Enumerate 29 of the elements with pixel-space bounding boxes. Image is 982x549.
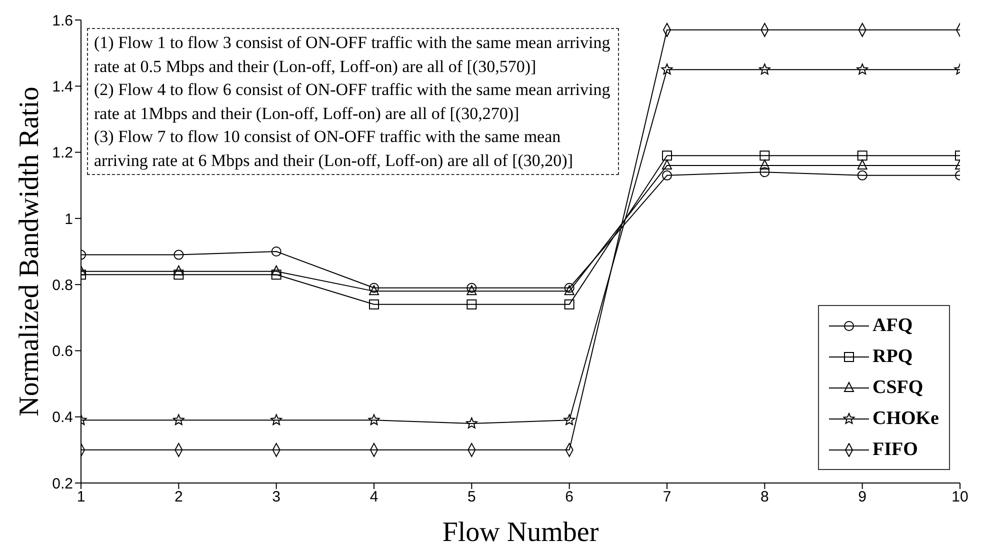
- x-axis-title: Flow Number: [442, 517, 600, 548]
- note-box: (1) Flow 1 to flow 3 consist of ON-OFF traffic with the same mean arriving rate at 0.5 Mbps and their (Lon-off, Loff-on) are all of [(30,570)] (2) Flow 4 to flow 6 consist of ON-OFF traffic with the same mean arriving rate at 1Mbps and their (Lon-off, Loff-on) are all of [(30,270)] (3) Flow 7 to flow 10 consist of ON-OFF traffic with the same mean arriving rate at 6 Mbps and their (Lon-off, Loff-on) are all of [(30,20)]: [87, 28, 619, 175]
- x-tick-label: 10: [952, 488, 968, 506]
- legend-label: AFQ: [872, 314, 913, 336]
- y-tick-label: 1.6: [52, 12, 73, 30]
- x-tick-label: 3: [272, 488, 281, 506]
- x-tick-label: 2: [174, 488, 183, 506]
- x-tick-label: 7: [662, 488, 672, 506]
- y-tick-label: 0.6: [52, 343, 73, 360]
- legend-label: CSFQ: [872, 376, 924, 398]
- annotation: (1) Flow 1 to flow 3 consist of ON-OFF traffic with the same mean arriving rate at 0.5 Mbps and their (Lon-off, Loff-on) are all of [(30,570)]: [94, 32, 612, 78]
- x-tick-label: 1: [76, 488, 86, 506]
- y-tick-label: 0.8: [52, 276, 73, 294]
- legend-label: CHOKe: [872, 408, 939, 430]
- x-tick-label: 4: [370, 488, 378, 506]
- y-tick-label: 0.2: [52, 475, 73, 492]
- x-tick-label: 5: [467, 488, 476, 506]
- x-tick-label: 8: [760, 488, 769, 506]
- y-tick-label: 1.2: [52, 144, 73, 162]
- y-tick-label: 1: [64, 210, 73, 228]
- annotation: (3) Flow 7 to flow 10 consist of ON-OFF traffic with the same mean arriving rate at 6 Mbps and their (Lon-off, Loff-on) are all of [(30,20)]: [94, 126, 574, 172]
- y-axis-title: Normalized Bandwidth Ratio: [14, 86, 45, 416]
- legend-label: RPQ: [872, 346, 913, 368]
- x-tick-label: 6: [565, 488, 574, 506]
- y-tick-label: 1.4: [52, 78, 73, 96]
- annotation: (2) Flow 4 to flow 6 consist of ON-OFF traffic with the same mean arriving rate at 1Mbps and their (Lon-off, Loff-on) are all of [(30,270)]: [94, 79, 612, 125]
- x-tick-label: 9: [858, 488, 867, 506]
- y-tick-label: 0.4: [52, 409, 73, 426]
- legend-label: FIFO: [872, 438, 918, 460]
